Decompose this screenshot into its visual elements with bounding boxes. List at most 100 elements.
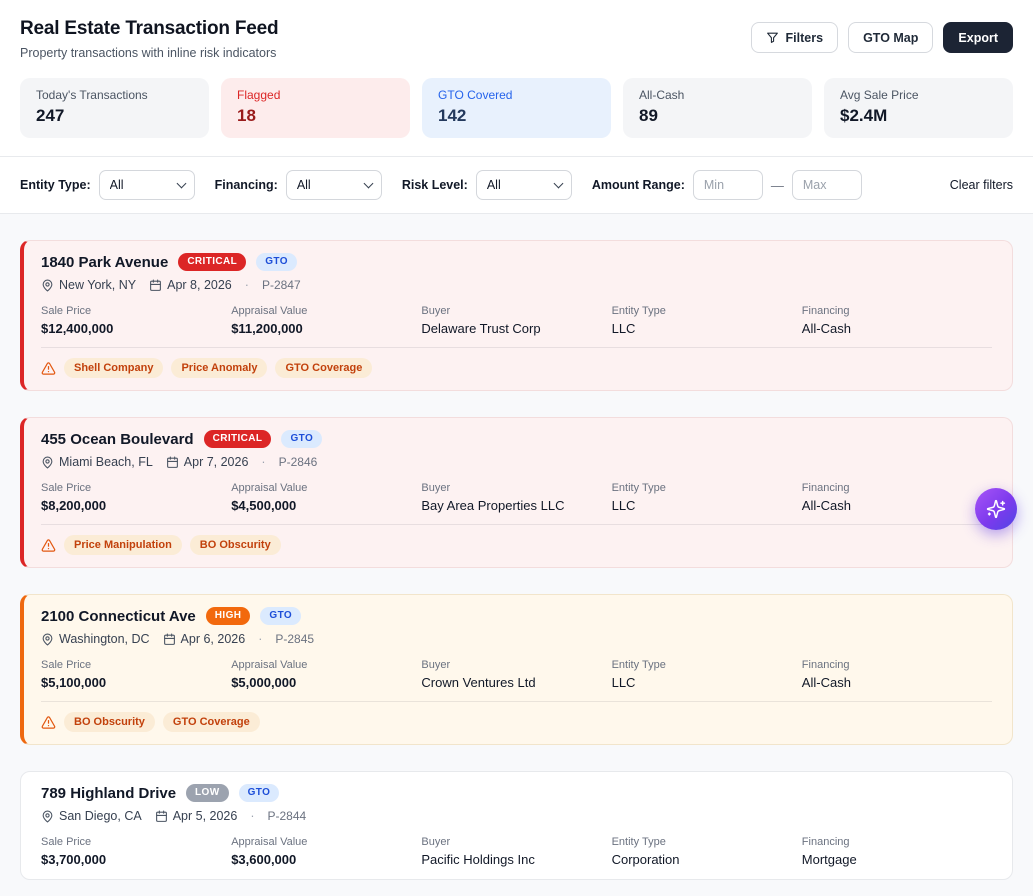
stat-label: Flagged: [237, 88, 281, 102]
sparkles-icon: [986, 499, 1006, 519]
card-meta: New York, NY Apr 8, 2026 · P-2847: [41, 278, 992, 292]
financing-select-wrap: All: [285, 170, 382, 200]
stat-card: GTO Covered 142: [422, 78, 611, 138]
stat-label: Today's Transactions: [36, 88, 148, 102]
warning-triangle-icon: [41, 715, 56, 730]
buyer-value: Delaware Trust Corp: [421, 321, 541, 336]
amount-min-input[interactable]: [692, 170, 763, 200]
financing-value: All-Cash: [801, 675, 851, 690]
sale-price-field: Sale Price $3,700,000: [41, 836, 231, 867]
filters-button-label: Filters: [785, 30, 824, 45]
risk-flag-pill: Price Anomaly: [171, 358, 268, 378]
filters-button[interactable]: Filters: [750, 22, 839, 53]
calendar-icon: [163, 633, 176, 646]
gto-badge: GTO: [238, 784, 280, 802]
risk-level-label: Risk Level:: [401, 178, 468, 192]
page-title: Real Estate Transaction Feed: [20, 18, 279, 39]
appraisal-value-field: Appraisal Value $5,000,000: [231, 659, 421, 690]
header-titles: Real Estate Transaction Feed Property tr…: [20, 18, 279, 60]
entity-type-field: Entity Type LLC: [612, 305, 802, 336]
warning-triangle-icon: [41, 361, 56, 376]
location-meta: San Diego, CA: [41, 809, 142, 823]
export-button[interactable]: Export: [943, 22, 1013, 53]
calendar-icon: [149, 279, 162, 292]
card-header: 2100 Connecticut Ave HIGH GTO: [41, 607, 992, 625]
risk-badge: CRITICAL: [178, 253, 247, 271]
stat-label: All-Cash: [639, 88, 685, 102]
risk-flags-row: BO Obscurity GTO Coverage: [41, 701, 992, 732]
map-pin-icon: [41, 810, 54, 823]
export-button-label: Export: [958, 30, 998, 45]
property-address: 789 Highland Drive: [41, 784, 177, 802]
card-header: 789 Highland Drive LOW GTO: [41, 784, 992, 802]
appraisal-value-label: Appraisal Value: [231, 482, 308, 494]
date-meta: Apr 8, 2026: [149, 278, 232, 292]
date-meta: Apr 5, 2026: [155, 809, 237, 823]
gto-map-button[interactable]: GTO Map: [848, 22, 934, 53]
amount-range-filter: Amount Range: —: [592, 170, 862, 200]
location-meta: Washington, DC: [41, 632, 150, 646]
entity-type-filter: Entity Type: All: [20, 170, 195, 200]
card-meta: San Diego, CA Apr 5, 2026 · P-2844: [41, 809, 992, 823]
transaction-card[interactable]: 789 Highland Drive LOW GTO San Diego, CA…: [20, 771, 1013, 880]
risk-flag-pill: Shell Company: [64, 358, 164, 378]
header-actions: Filters GTO Map Export: [750, 18, 1013, 53]
location-text: San Diego, CA: [59, 809, 142, 823]
sale-price-label: Sale Price: [41, 305, 92, 317]
ai-assistant-button[interactable]: [975, 488, 1017, 530]
entity-type-label: Entity Type: [611, 836, 666, 848]
card-fields: Sale Price $5,100,000 Appraisal Value $5…: [41, 659, 992, 690]
funnel-icon: [766, 31, 779, 44]
date-text: Apr 7, 2026: [183, 455, 249, 469]
transaction-card[interactable]: 2100 Connecticut Ave HIGH GTO Washington…: [20, 594, 1013, 745]
map-pin-icon: [41, 456, 54, 469]
financing-label: Financing: [801, 836, 850, 848]
buyer-label: Buyer: [421, 836, 451, 848]
financing-value: All-Cash: [801, 321, 851, 336]
calendar-icon: [166, 456, 179, 469]
sale-price-label: Sale Price: [41, 659, 92, 671]
parcel-id: P-2844: [267, 809, 307, 823]
transaction-card[interactable]: 455 Ocean Boulevard CRITICAL GTO Miami B…: [20, 417, 1013, 568]
calendar-icon: [155, 810, 168, 823]
stat-value: 89: [639, 106, 658, 125]
amount-max-input[interactable]: [791, 170, 862, 200]
appraisal-value-value: $5,000,000: [231, 675, 297, 690]
page-header: Real Estate Transaction Feed Property tr…: [0, 0, 1033, 72]
date-meta: Apr 7, 2026: [166, 455, 249, 469]
buyer-label: Buyer: [421, 482, 451, 494]
risk-flags-row: Shell Company Price Anomaly GTO Coverage: [41, 347, 992, 378]
buyer-value: Pacific Holdings Inc: [421, 852, 535, 867]
card-header: 455 Ocean Boulevard CRITICAL GTO: [41, 430, 992, 448]
meta-separator: ·: [258, 632, 263, 646]
appraisal-value-value: $11,200,000: [231, 321, 303, 336]
entity-type-label: Entity Type: [611, 659, 666, 671]
map-pin-icon: [41, 279, 54, 292]
financing-field: Financing All-Cash: [802, 659, 992, 690]
sale-price-label: Sale Price: [41, 482, 92, 494]
sale-price-value: $3,700,000: [41, 852, 107, 867]
buyer-field: Buyer Crown Ventures Ltd: [421, 659, 611, 690]
entity-type-select-wrap: All: [98, 170, 195, 200]
buyer-label: Buyer: [421, 659, 451, 671]
gto-badge: GTO: [260, 607, 302, 625]
map-pin-icon: [41, 633, 54, 646]
risk-badge: LOW: [186, 784, 229, 802]
entity-type-value: Corporation: [611, 852, 680, 867]
clear-filters-link[interactable]: Clear filters: [949, 178, 1013, 192]
location-meta: New York, NY: [41, 278, 136, 292]
financing-select[interactable]: All: [285, 170, 382, 200]
financing-field: Financing Mortgage: [802, 836, 992, 867]
appraisal-value-field: Appraisal Value $4,500,000: [231, 482, 421, 513]
flag-list: BO Obscurity GTO Coverage: [64, 712, 260, 732]
transaction-card[interactable]: 1840 Park Avenue CRITICAL GTO New York, …: [20, 240, 1013, 391]
entity-type-field: Entity Type LLC: [612, 659, 802, 690]
risk-flag-pill: GTO Coverage: [275, 358, 373, 378]
risk-level-select[interactable]: All: [475, 170, 572, 200]
stat-card: Avg Sale Price $2.4M: [824, 78, 1013, 138]
buyer-value: Bay Area Properties LLC: [421, 498, 565, 513]
entity-type-select[interactable]: All: [98, 170, 195, 200]
parcel-id: P-2847: [261, 278, 301, 292]
card-fields: Sale Price $3,700,000 Appraisal Value $3…: [41, 836, 992, 867]
gto-map-button-label: GTO Map: [863, 30, 919, 45]
